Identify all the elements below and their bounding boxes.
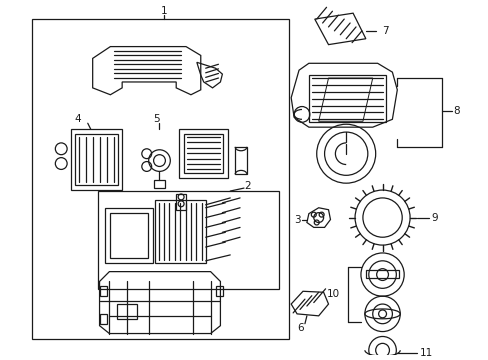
Text: 6: 6 <box>297 323 304 333</box>
Bar <box>100 286 107 296</box>
Bar <box>105 208 152 263</box>
Bar <box>100 314 107 324</box>
Text: 9: 9 <box>430 212 437 222</box>
Text: 11: 11 <box>419 348 432 358</box>
Bar <box>71 129 122 190</box>
Bar <box>75 134 118 185</box>
Text: 5: 5 <box>153 114 160 124</box>
Bar <box>183 134 223 174</box>
Text: 7: 7 <box>382 26 388 36</box>
Bar <box>308 75 385 122</box>
Bar <box>179 129 228 178</box>
Text: 3: 3 <box>293 215 300 225</box>
Text: 10: 10 <box>326 289 340 299</box>
Bar <box>365 270 399 278</box>
Bar <box>32 19 288 339</box>
Text: 2: 2 <box>244 181 251 191</box>
Bar <box>117 304 137 319</box>
Text: 8: 8 <box>452 107 459 116</box>
Bar <box>110 213 147 258</box>
Text: 1: 1 <box>161 6 167 16</box>
Text: 4: 4 <box>75 114 81 124</box>
Bar <box>154 200 205 263</box>
Bar <box>98 191 279 289</box>
Bar <box>215 286 223 296</box>
Bar <box>176 194 185 210</box>
Bar <box>153 180 165 188</box>
Bar <box>235 147 246 174</box>
